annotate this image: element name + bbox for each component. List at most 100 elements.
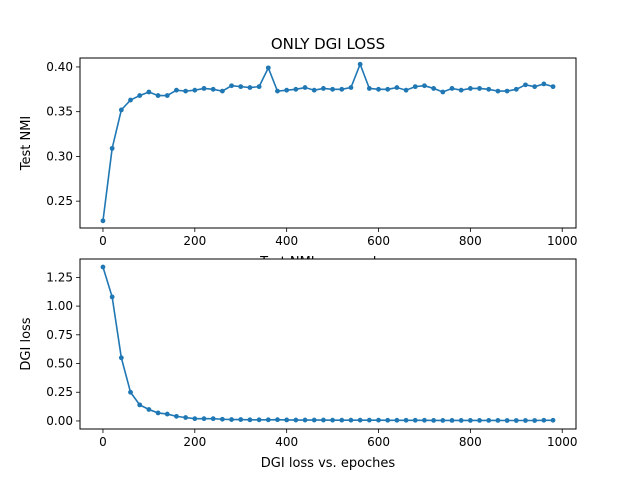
data-point [164,93,170,98]
data-point [100,264,106,270]
data-point [256,417,262,423]
data-point [128,97,133,103]
x-tick-label: 0 [99,234,107,248]
data-point [229,83,234,89]
data-point [311,417,317,423]
data-point [183,415,189,420]
data-point [146,407,152,412]
data-point [247,85,253,90]
data-point [513,86,519,92]
plot-frame [79,57,577,229]
data-point [550,417,556,423]
data-point [201,86,207,91]
data-point [440,89,446,95]
data-point [275,88,280,94]
data-point [137,402,143,408]
data-point [293,86,299,92]
data-point [192,87,198,93]
data-point [357,417,363,423]
data-point [385,86,391,92]
data-point [495,417,501,423]
x-tick-label: 800 [459,435,482,449]
data-point [146,89,152,95]
x-tick-label: 600 [367,234,390,248]
data-point [238,84,244,90]
data-point [449,417,455,423]
figure-title: ONLY DGI LOSS [271,35,385,53]
data-point [449,86,455,91]
plot-background [80,259,576,429]
data-point [513,418,519,423]
data-point [385,417,391,423]
data-point [339,417,345,423]
data-point [403,417,409,423]
data-point [174,413,179,419]
data-point [321,86,326,91]
data-point [330,417,335,423]
data-point [219,416,225,422]
y-tick-label: 0.50 [46,357,73,371]
data-point [440,417,446,423]
y-axis-label: DGI loss [19,317,34,370]
data-point [174,87,179,93]
data-point [486,417,492,423]
data-point [422,83,427,89]
data-point [238,417,244,422]
y-tick-label: 1.25 [46,270,73,284]
data-point [311,87,317,93]
data-point [192,416,198,422]
data-point [495,88,501,94]
x-axis-label: DGI loss vs. epoches [261,456,396,471]
data-point [229,417,234,422]
data-point [412,417,418,423]
x-tick-label: 1000 [547,435,578,449]
chart-panel-test-nmi: 0 200 400 600 800 1000 0.25 0.30 0.35 0.40 Test NM… [19,57,577,270]
data-point [183,88,189,94]
y-tick-label: 1.00 [46,299,73,313]
data-point [422,417,427,423]
x-tick-label: 400 [275,435,298,449]
data-point [523,418,528,423]
y-axis-label: Test NMI [19,116,34,172]
y-tick-label: 0.40 [46,60,73,74]
data-point [366,417,372,423]
data-point [284,87,290,93]
data-point [265,65,271,71]
data-point [541,417,547,423]
data-point [293,417,299,423]
data-point [302,85,308,90]
data-point [403,87,409,93]
data-point [302,417,308,423]
data-point [431,86,437,91]
data-point [155,93,161,98]
plot-frame [79,258,577,430]
data-point [458,87,464,93]
data-point [128,389,133,395]
data-point [164,411,170,417]
data-point [275,417,280,423]
data-point [486,86,492,92]
data-point [504,418,510,423]
data-point [532,84,538,90]
data-point [550,84,556,90]
data-point [504,88,510,94]
y-tick-label: 0.75 [46,328,73,342]
data-point [366,86,372,91]
data-point [201,416,207,422]
y-tick-label: 0.00 [46,414,73,428]
chart-panel-dgi-loss: 0 200 400 600 800 1000 0.00 0.25 0.50 0.75 1.00 1.2… [19,258,578,471]
data-point [467,417,473,423]
data-point [348,417,354,423]
data-point [523,82,528,88]
x-tick-label: 200 [183,234,206,248]
data-point [348,85,354,90]
y-tick-label: 0.25 [46,385,73,399]
data-point [339,86,345,92]
data-point [376,86,381,92]
data-point [109,294,115,300]
x-tick-label: 800 [459,234,482,248]
data-point [284,417,290,423]
data-point [219,88,225,94]
data-point [109,145,115,151]
data-point [467,86,473,91]
